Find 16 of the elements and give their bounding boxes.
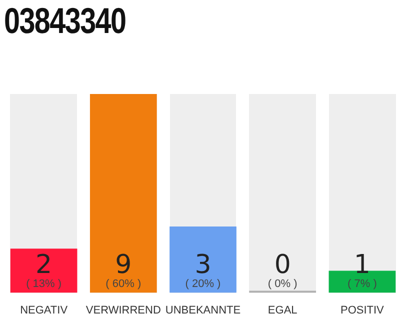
annotation: ( 7% ) <box>348 278 377 290</box>
data-label: 3 <box>194 250 212 280</box>
x-tick-label: EGAL <box>268 304 298 316</box>
annotation: ( 20% ) <box>185 278 221 290</box>
data-label: 9 <box>115 250 132 280</box>
x-tick-label: UNBEKANNTE <box>165 304 241 316</box>
chart-title: 03843340 <box>4 0 126 42</box>
x-tick-label: POSITIV <box>340 304 385 316</box>
data-label: 2 <box>36 250 52 280</box>
annotation: ( 0% ) <box>268 278 298 290</box>
x-tick-label: NEGATIV <box>20 304 68 316</box>
data-label: 0 <box>274 250 291 280</box>
annotation: ( 13% ) <box>26 278 62 290</box>
annotation: ( 60% ) <box>106 278 142 290</box>
bar <box>10 248 78 293</box>
x-tick-label: VERWIRREND <box>86 304 161 316</box>
